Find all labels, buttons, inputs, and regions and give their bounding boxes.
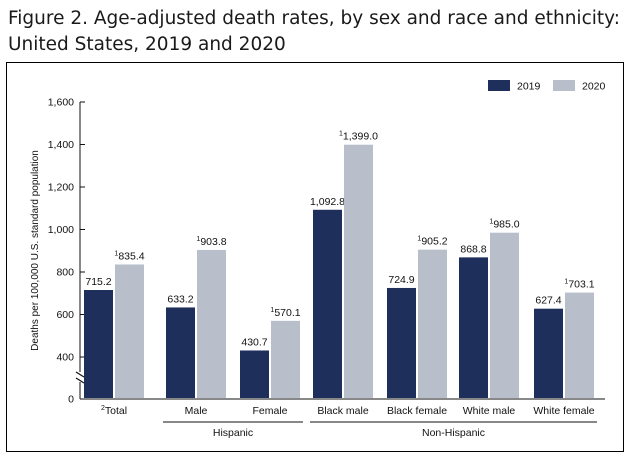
y-tick-label: 800 bbox=[56, 267, 74, 279]
group-label: Non-Hispanic bbox=[422, 427, 485, 439]
bar-2020-1 bbox=[197, 249, 226, 398]
category-label: White male bbox=[463, 405, 516, 417]
data-label-2020-1: 1903.8 bbox=[196, 236, 226, 248]
bar-2020-6 bbox=[565, 292, 594, 398]
data-label-2020-3: 11,399.0 bbox=[339, 131, 378, 143]
data-label-2019-1: 633.2 bbox=[167, 293, 193, 305]
data-label-2020-5: 1985.0 bbox=[489, 219, 519, 231]
data-label-2019-2: 430.7 bbox=[241, 336, 267, 348]
y-axis-title: Deaths per 100,000 U.S. standard populat… bbox=[30, 150, 41, 351]
legend-swatch-2020 bbox=[553, 80, 575, 91]
bar-2020-3 bbox=[344, 144, 373, 398]
category-label: Female bbox=[252, 405, 287, 417]
data-label-2020-4: 1905.2 bbox=[417, 236, 447, 248]
y-tick-label: 1,000 bbox=[48, 224, 74, 236]
bar-2020-5 bbox=[490, 232, 519, 398]
y-tick-label: 1,600 bbox=[48, 97, 74, 109]
bar-2019-2 bbox=[240, 350, 269, 398]
bar-2020-2 bbox=[271, 320, 300, 398]
figure-title-line1: Figure 2. Age-adjusted death rates, by s… bbox=[8, 8, 620, 29]
data-label-2020-0: 1835.4 bbox=[114, 250, 144, 262]
category-label: Male bbox=[185, 405, 208, 417]
data-label-2020-6: 1703.1 bbox=[564, 279, 594, 291]
figure-title: Figure 2. Age-adjusted death rates, by s… bbox=[8, 6, 628, 58]
bar-2019-3 bbox=[313, 209, 342, 398]
figure-title-line2: United States, 2019 and 2020 bbox=[8, 34, 286, 55]
category-label: Black female bbox=[387, 405, 447, 417]
y-tick-label: 1,400 bbox=[48, 139, 74, 151]
y-tick-label: 400 bbox=[56, 352, 74, 364]
bar-2019-4 bbox=[387, 287, 416, 398]
category-label: Black male bbox=[317, 405, 369, 417]
axis-break-mark bbox=[75, 371, 85, 384]
bar-2019-6 bbox=[534, 308, 563, 398]
bar-2019-1 bbox=[166, 307, 195, 398]
data-label-2019-6: 627.4 bbox=[535, 295, 561, 307]
data-label-2019-4: 724.9 bbox=[388, 274, 414, 286]
category-label: White female bbox=[533, 405, 594, 417]
chart-frame bbox=[6, 62, 624, 452]
legend-label-2019: 2019 bbox=[517, 81, 541, 93]
group-label: Hispanic bbox=[213, 427, 253, 439]
y-tick-label-zero: 0 bbox=[68, 394, 74, 406]
data-label-2019-3: 1,092.8 bbox=[310, 196, 345, 208]
data-label-2020-2: 1570.1 bbox=[270, 307, 300, 319]
data-label-2019-0: 715.2 bbox=[85, 276, 111, 288]
bar-2020-0 bbox=[115, 264, 144, 398]
category-label: 2Total bbox=[101, 405, 127, 417]
legend-swatch-2019 bbox=[488, 80, 510, 91]
legend-label-2020: 2020 bbox=[582, 81, 606, 93]
bar-2020-4 bbox=[418, 249, 447, 398]
bar-2019-5 bbox=[459, 257, 488, 398]
y-tick-label: 1,200 bbox=[48, 182, 74, 194]
y-tick-label: 600 bbox=[56, 309, 74, 321]
bar-2019-0 bbox=[84, 290, 113, 398]
data-label-2019-5: 868.8 bbox=[460, 243, 486, 255]
